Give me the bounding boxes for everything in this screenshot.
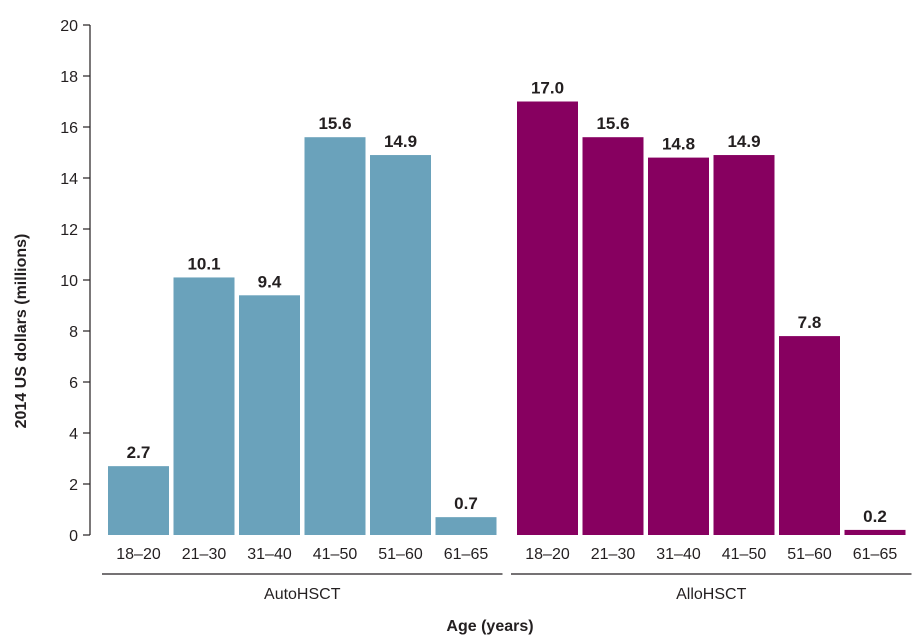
y-axis-title: 2014 US dollars (millions) xyxy=(13,234,30,429)
category-label: 61–65 xyxy=(444,546,489,563)
y-axis: 0 2 4 6 8 10 12 14 16 18 20 xyxy=(60,18,91,545)
category-label: 18–20 xyxy=(525,546,570,563)
group-label-autohsct: AutoHSCT xyxy=(264,586,341,603)
data-label: 15.6 xyxy=(318,114,351,133)
bar-allohsct-6 xyxy=(844,529,906,535)
data-label: 0.2 xyxy=(863,507,887,526)
category-axis: 18–20 21–30 31–40 41–50 51–60 61–65 AutoHSCT 18… xyxy=(102,546,912,603)
category-label: 41–50 xyxy=(313,546,358,563)
y-tick-label: 2 xyxy=(69,477,78,494)
category-label: 31–40 xyxy=(656,546,701,563)
y-tick-label: 18 xyxy=(60,69,78,86)
data-label: 14.9 xyxy=(727,132,760,151)
category-label: 18–20 xyxy=(116,546,161,563)
bar-autohsct-1 xyxy=(108,466,169,535)
bar-autohsct-2 xyxy=(173,277,235,535)
data-label: 15.6 xyxy=(596,114,629,133)
data-label: 14.9 xyxy=(384,132,417,151)
y-tick-label: 20 xyxy=(60,18,78,35)
category-label: 21–30 xyxy=(182,546,227,563)
category-label: 31–40 xyxy=(247,546,292,563)
y-tick-label: 16 xyxy=(60,120,78,137)
bar-allohsct-2 xyxy=(582,137,644,535)
group-label-allohsct: AlloHSCT xyxy=(676,586,746,603)
data-label: 2.7 xyxy=(127,443,151,462)
x-axis-title: Age (years) xyxy=(446,618,533,635)
y-tick-label: 6 xyxy=(69,375,78,392)
bar-autohsct-4 xyxy=(304,137,366,535)
bar-allohsct-4 xyxy=(713,155,775,536)
bars: 2.7 10.1 9.4 15.6 14.9 0.7 17.0 15.6 14.8 14.9 7.8… xyxy=(108,79,906,536)
y-tick-label: 10 xyxy=(60,273,78,290)
bar-allohsct-3 xyxy=(648,157,709,535)
category-label: 21–30 xyxy=(591,546,636,563)
data-label: 17.0 xyxy=(531,79,564,98)
y-tick-label: 8 xyxy=(69,324,78,341)
category-label: 41–50 xyxy=(722,546,767,563)
y-tick-label: 14 xyxy=(60,171,78,188)
bar-allohsct-1 xyxy=(517,101,578,535)
data-label: 10.1 xyxy=(187,254,220,273)
bar-autohsct-3 xyxy=(239,295,300,535)
bar-allohsct-5 xyxy=(779,336,840,535)
category-label: 51–60 xyxy=(787,546,832,563)
data-label: 14.8 xyxy=(662,135,695,154)
data-label: 9.4 xyxy=(258,272,282,291)
y-tick-label: 12 xyxy=(60,222,78,239)
y-tick-label: 0 xyxy=(69,528,78,545)
bar-autohsct-6 xyxy=(435,517,497,535)
y-tick-label: 4 xyxy=(69,426,78,443)
data-label: 0.7 xyxy=(454,494,478,513)
data-label: 7.8 xyxy=(798,313,822,332)
category-label: 51–60 xyxy=(378,546,423,563)
bar-autohsct-5 xyxy=(370,155,431,536)
category-label: 61–65 xyxy=(853,546,898,563)
